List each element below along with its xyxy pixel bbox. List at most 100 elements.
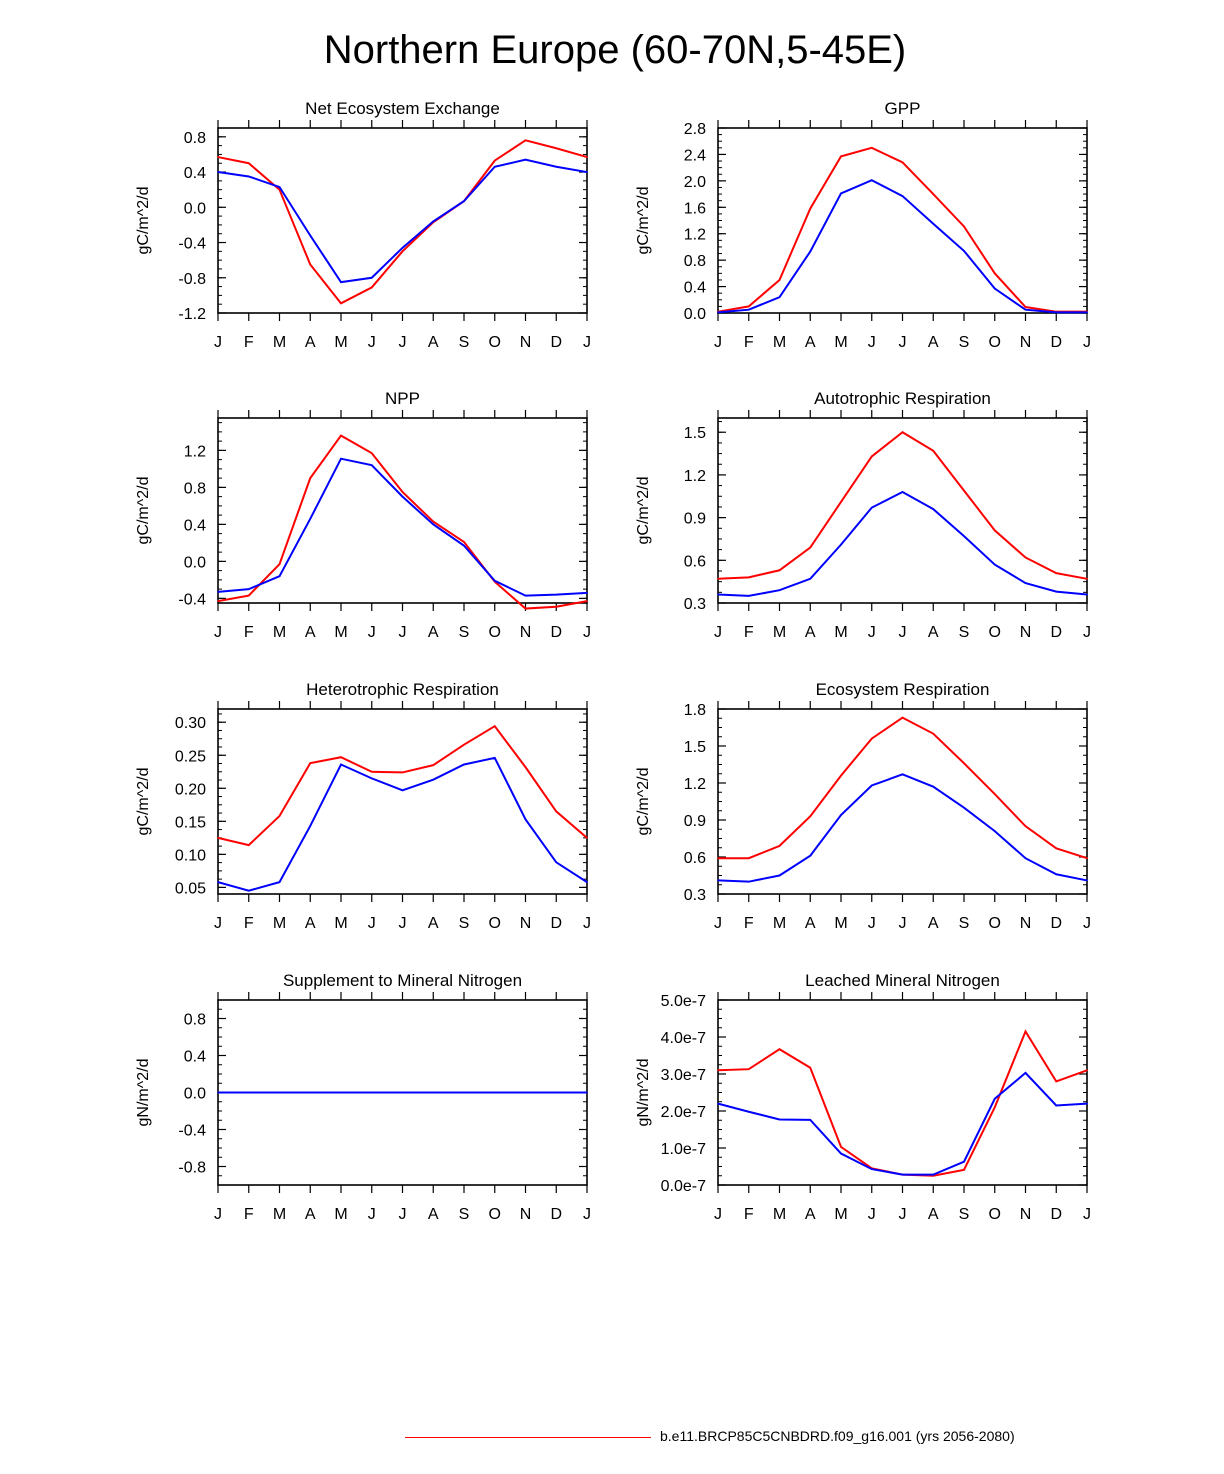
- plot-frame: [717, 999, 1088, 1186]
- x-tick-label: F: [744, 915, 754, 932]
- x-tick-label: O: [989, 624, 1001, 641]
- x-tick-label: O: [489, 624, 501, 641]
- data-point-red: [993, 272, 996, 275]
- chart-title: NPP: [385, 389, 420, 408]
- y-tick-label: 0.8: [684, 253, 706, 270]
- x-tick-label: N: [1020, 334, 1032, 351]
- x-tick-label: S: [959, 1206, 970, 1223]
- x-tick-label: N: [1020, 624, 1032, 641]
- data-point-blue: [778, 589, 781, 591]
- data-point-blue: [932, 508, 935, 510]
- data-point-red: [217, 600, 219, 602]
- data-point-red: [340, 756, 342, 759]
- x-tick-label: M: [773, 1206, 786, 1223]
- series-line-red: [717, 146, 1087, 313]
- data-point-red: [1024, 556, 1027, 559]
- y-tick-label: -1.2: [178, 306, 206, 323]
- x-tick-label: N: [520, 624, 532, 641]
- plot-frame: [717, 708, 1088, 895]
- data-point-blue: [870, 1168, 873, 1170]
- data-point-red: [555, 810, 558, 813]
- data-point-red: [1086, 857, 1088, 860]
- y-tick-label: -0.8: [178, 1160, 206, 1177]
- data-point-blue: [717, 311, 719, 314]
- x-tick-label: M: [834, 915, 847, 932]
- data-point-red: [932, 732, 935, 735]
- x-tick-label: M: [773, 334, 786, 351]
- data-point-blue: [555, 1091, 558, 1094]
- data-point-blue: [586, 881, 588, 883]
- series-line-blue: [217, 457, 588, 597]
- data-point-blue: [247, 889, 250, 892]
- y-tick-label: 0.9: [684, 511, 706, 528]
- x-tick-label: J: [399, 334, 407, 351]
- data-point-red: [401, 250, 404, 253]
- data-point-blue: [432, 220, 435, 223]
- y-tick-label: 2.0: [684, 174, 706, 191]
- data-point-red: [493, 159, 496, 162]
- y-axis-label: gC/m^2/d: [135, 477, 152, 545]
- data-point-red: [778, 845, 781, 847]
- x-tick-label: F: [244, 1206, 254, 1223]
- x-tick-label: J: [899, 1206, 907, 1223]
- y-tick-label: 0.0e-7: [661, 1178, 706, 1195]
- data-point-blue: [340, 281, 342, 283]
- data-point-blue: [370, 276, 373, 279]
- data-point-blue: [555, 861, 558, 864]
- x-tick-label: N: [520, 1206, 532, 1223]
- y-tick-label: 0.0: [684, 306, 706, 323]
- x-tick-label: M: [773, 624, 786, 641]
- x-tick-label: J: [583, 334, 591, 351]
- data-point-red: [1055, 572, 1058, 574]
- x-tick-label: A: [928, 915, 939, 932]
- x-tick-label: J: [868, 334, 876, 351]
- x-tick-label: O: [489, 915, 501, 932]
- data-point-blue: [493, 757, 496, 759]
- x-tick-label: F: [244, 334, 254, 351]
- chart-svg-leached-mineral-nitrogen: Leached Mineral Nitrogen gN/m^2/d 5.0e-7 4.…: [635, 971, 1091, 1223]
- x-tick-label: M: [334, 1206, 347, 1223]
- data-point-red: [309, 263, 312, 266]
- y-tick-label: 5.0e-7: [661, 993, 706, 1010]
- data-point-blue: [401, 789, 404, 792]
- x-tick-label: A: [428, 624, 439, 641]
- series-line-red: [717, 431, 1088, 580]
- data-point-red: [432, 520, 435, 523]
- data-point-red: [963, 1169, 965, 1171]
- y-tick-label: 1.2: [184, 443, 206, 460]
- x-tick-label: M: [273, 1206, 286, 1223]
- x-tick-label: A: [928, 624, 939, 641]
- x-tick-label: M: [273, 334, 286, 351]
- data-point-blue: [370, 464, 373, 466]
- data-point-blue: [340, 1091, 342, 1094]
- y-tick-label: 3.0e-7: [661, 1067, 706, 1084]
- data-point-blue: [932, 1173, 935, 1176]
- data-point-blue: [493, 580, 496, 582]
- data-point-red: [555, 147, 558, 150]
- y-axis-label: gN/m^2/d: [135, 1059, 152, 1127]
- data-point-blue: [778, 1118, 781, 1121]
- data-point-red: [840, 155, 842, 158]
- data-point-red: [370, 770, 373, 773]
- plot-area: Ecosystem Respiration gC/m^2/d 1.8 1.5 1.2 0.…: [635, 680, 1091, 932]
- y-tick-label: 0.15: [175, 814, 206, 831]
- y-tick-label: 0.05: [175, 880, 206, 897]
- x-tick-label: A: [305, 624, 316, 641]
- data-point-blue: [747, 308, 750, 311]
- y-tick-label: 0.10: [175, 847, 206, 864]
- x-tick-label: O: [489, 1206, 501, 1223]
- legend-line-red: [405, 1437, 651, 1438]
- data-point-blue: [1024, 857, 1027, 860]
- y-axis-label: gC/m^2/d: [635, 768, 652, 836]
- x-tick-label: A: [305, 915, 316, 932]
- y-tick-label: 0.6: [684, 553, 706, 570]
- y-axis-label: gC/m^2/d: [635, 187, 652, 255]
- data-point-blue: [809, 578, 812, 580]
- x-tick-label: F: [744, 624, 754, 641]
- legend: b.e11.BRCP85C5CNBDRD.f09_g16.001 (yrs 20…: [405, 1426, 1105, 1448]
- data-point-blue: [278, 186, 281, 188]
- x-tick-label: J: [1083, 624, 1091, 641]
- x-tick-label: A: [428, 1206, 439, 1223]
- data-point-red: [901, 716, 904, 719]
- series-line-blue: [717, 1071, 1088, 1176]
